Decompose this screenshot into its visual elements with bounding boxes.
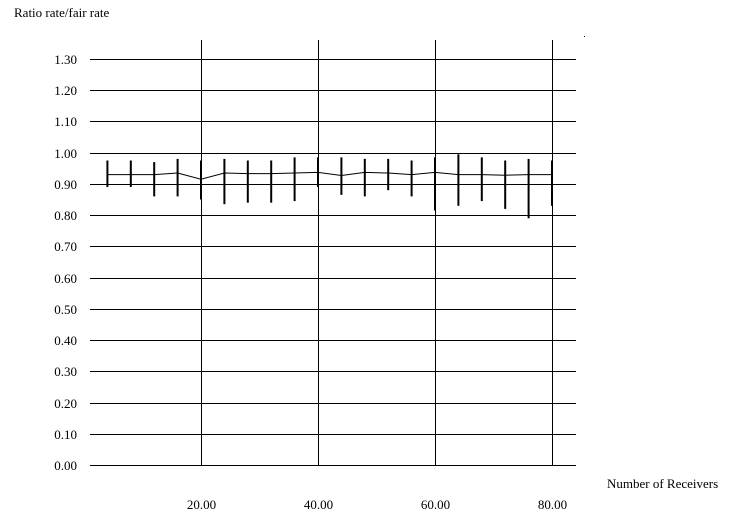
y-tick-label: 0.50 <box>54 302 77 317</box>
x-tick-label: 40.00 <box>304 497 333 512</box>
y-tick-label: 1.20 <box>54 83 77 98</box>
y-tick-labels: 0.00 0.10 0.20 0.30 0.40 0.50 0.60 0.70 0.80 0.90… <box>54 52 77 473</box>
x-tick-label: 20.00 <box>187 497 216 512</box>
y-tick-label: 1.30 <box>54 52 77 67</box>
error-bars <box>106 154 553 219</box>
y-tick-label: 0.30 <box>54 364 77 379</box>
x-tick-label: 60.00 <box>421 497 450 512</box>
corner-mark <box>584 36 585 37</box>
y-tick-label: 0.70 <box>54 239 77 254</box>
y-tick-label: 0.60 <box>54 271 77 286</box>
y-tick-label: 1.10 <box>54 114 77 129</box>
y-tick-label: 0.20 <box>54 396 77 411</box>
y-tick-label: 0.90 <box>54 177 77 192</box>
grid <box>90 40 576 466</box>
y-tick-label: 1.00 <box>54 146 77 161</box>
x-tick-labels: 20.00 40.00 60.00 80.00 <box>187 497 567 512</box>
y-axis-label: Ratio rate/fair rate <box>14 5 110 20</box>
y-tick-label: 0.40 <box>54 333 77 348</box>
y-tick-label: 0.10 <box>54 427 77 442</box>
y-tick-label: 0.00 <box>54 458 77 473</box>
x-axis-label: Number of Receivers <box>607 476 718 491</box>
series-line <box>107 171 552 180</box>
y-tick-label: 0.80 <box>54 208 77 223</box>
x-tick-label: 80.00 <box>538 497 567 512</box>
